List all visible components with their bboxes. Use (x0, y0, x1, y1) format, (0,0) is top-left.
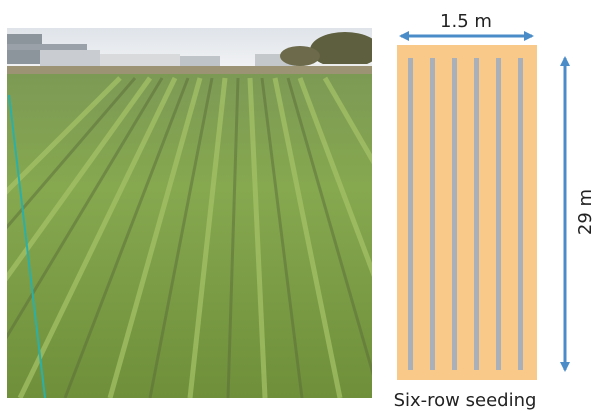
page: 1.5 m 29 m Six-row seeding (() => { cons… (0, 0, 593, 410)
figure: 1.5 m 29 m Six-row seeding (0, 0, 593, 410)
width-label: 1.5 m (440, 11, 492, 32)
plot (397, 45, 537, 380)
caption: Six-row seeding (394, 390, 537, 410)
length-label: 29 m (575, 189, 593, 235)
